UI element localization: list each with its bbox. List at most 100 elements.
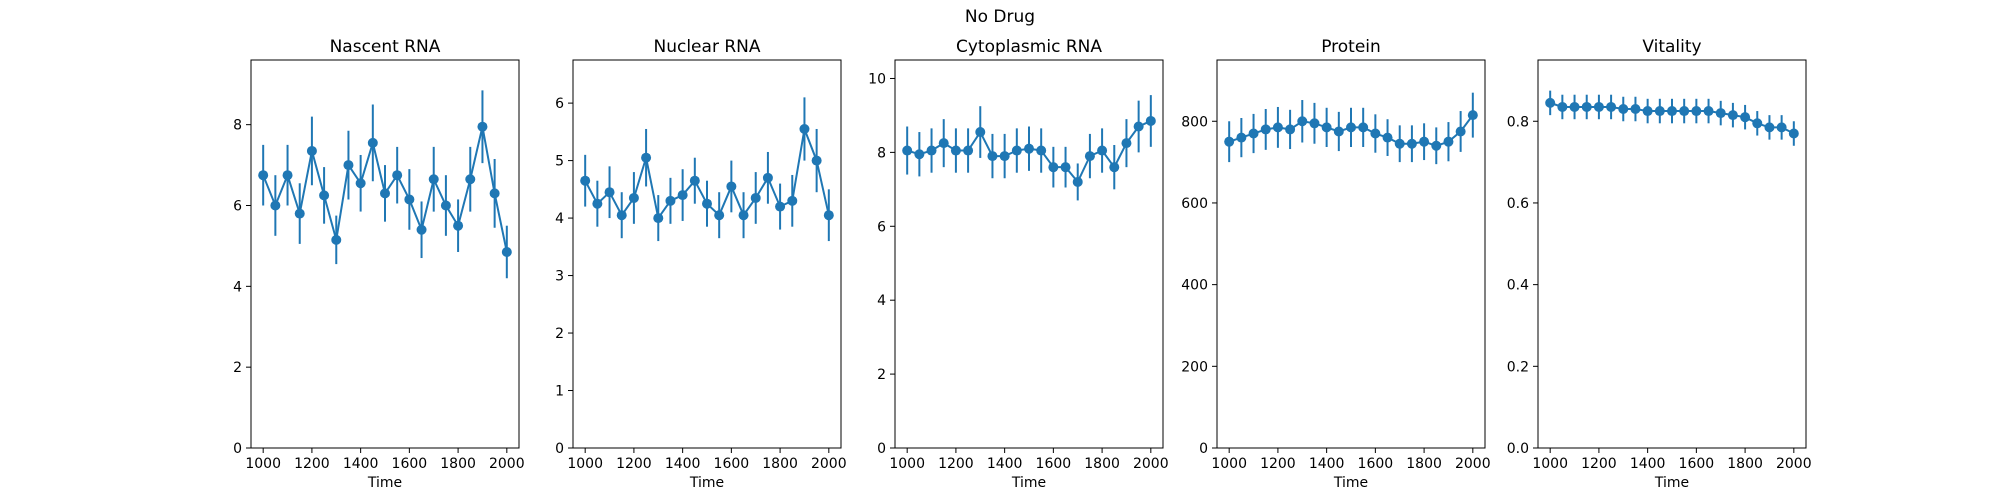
data-point — [1224, 137, 1234, 147]
data-point — [1322, 122, 1332, 132]
data-point — [787, 196, 797, 206]
data-point — [380, 188, 390, 198]
subplot-2: Nuclear RNA 1000 1200 1400 1600 1800 2000 0 1 2 3 4… — [555, 37, 847, 491]
axes-frame — [251, 60, 519, 448]
data-point — [1557, 102, 1567, 112]
data-point — [1655, 106, 1665, 116]
data-series — [258, 90, 512, 278]
data-point — [951, 146, 961, 156]
data-point — [1370, 129, 1380, 139]
y-tick-label: 3 — [555, 269, 564, 285]
data-point — [1395, 139, 1405, 149]
data-point — [1740, 112, 1750, 122]
data-point — [283, 170, 293, 180]
data-point — [1456, 126, 1466, 136]
x-axis-label: Time — [689, 475, 724, 491]
subplot-title: Cytoplasmic RNA — [956, 37, 1102, 57]
x-tick-label: 1000 — [567, 456, 603, 472]
figure-title: No Drug — [965, 7, 1035, 27]
data-point — [477, 122, 487, 132]
x-tick-label: 1600 — [392, 456, 428, 472]
data-point — [343, 160, 353, 170]
data-point — [799, 124, 809, 134]
data-point — [1146, 116, 1156, 126]
x-tick-label: 1200 — [294, 456, 330, 472]
data-point — [1606, 102, 1616, 112]
x-tick-label: 1400 — [987, 456, 1023, 472]
x-tick-label: 1000 — [889, 456, 925, 472]
data-point — [1358, 122, 1368, 132]
data-point — [1134, 122, 1144, 132]
y-tick-label: 0.8 — [1507, 114, 1529, 130]
data-point — [1261, 124, 1271, 134]
x-axis-label: Time — [1654, 475, 1689, 491]
data-point — [368, 138, 378, 148]
data-point — [1073, 177, 1083, 187]
data-point — [1618, 104, 1628, 114]
data-point — [617, 210, 627, 220]
y-tick-label: 400 — [1181, 278, 1208, 294]
data-point — [356, 178, 366, 188]
data-point — [392, 170, 402, 180]
data-point — [1764, 122, 1774, 132]
data-point — [653, 213, 663, 223]
data-point — [1594, 102, 1604, 112]
y-tick-label: 6 — [877, 219, 886, 235]
data-series — [1224, 93, 1478, 164]
data-point — [914, 149, 924, 159]
x-tick-label: 2000 — [1776, 456, 1812, 472]
y-tick-label: 5 — [555, 154, 564, 170]
y-tick-label: 1 — [555, 384, 564, 400]
y-tick-label: 6 — [233, 199, 242, 215]
data-point — [1777, 122, 1787, 132]
data-point — [1285, 124, 1295, 134]
subplot-4: Protein1000 1200 1400 1600 1800 2000020040060… — [1181, 37, 1490, 491]
subplot-title: Protein — [1321, 37, 1381, 57]
y-tick-label: 800 — [1181, 114, 1208, 130]
data-point — [987, 151, 997, 161]
data-point — [963, 146, 973, 156]
data-point — [751, 193, 761, 203]
data-point — [1012, 146, 1022, 156]
data-point — [975, 127, 985, 137]
data-point — [1630, 104, 1640, 114]
y-tick-label: 4 — [233, 279, 242, 295]
data-point — [690, 176, 700, 186]
data-point — [1085, 151, 1095, 161]
data-point — [726, 181, 736, 191]
data-point — [1048, 162, 1058, 172]
data-point — [465, 174, 475, 184]
subplot-5: Vitality1000 1200 1400 1600 1800 20000.00.20.… — [1507, 37, 1812, 491]
data-point — [258, 170, 268, 180]
y-tick-label: 8 — [877, 145, 886, 161]
x-tick-label: 1200 — [1581, 456, 1617, 472]
data-point — [319, 190, 329, 200]
x-axis-label: Time — [367, 475, 402, 491]
x-tick-label: 2000 — [489, 456, 525, 472]
data-point — [404, 194, 414, 204]
data-point — [1273, 122, 1283, 132]
data-point — [939, 138, 949, 148]
x-tick-label: 1000 — [1211, 456, 1247, 472]
data-point — [1346, 122, 1356, 132]
data-point — [1789, 129, 1799, 139]
y-tick-label: 8 — [233, 118, 242, 134]
data-series — [1545, 91, 1799, 146]
data-point — [1061, 162, 1071, 172]
subplot-3: Cytoplasmic RNA 1000 1200 1400 1600 1800 2000 0… — [868, 37, 1168, 491]
data-point — [1752, 118, 1762, 128]
subplot-1: Nascent RNA 1000 1200 1400 1600 1800 2000 0 2 4 6 8… — [233, 37, 525, 491]
data-point — [1704, 106, 1714, 116]
data-point — [580, 176, 590, 186]
data-point — [453, 221, 463, 231]
x-tick-label: 1800 — [762, 456, 798, 472]
data-point — [902, 146, 912, 156]
data-point — [429, 174, 439, 184]
data-point — [1431, 141, 1441, 151]
data-point — [1443, 137, 1453, 147]
data-point — [927, 146, 937, 156]
x-axis-label: Time — [1011, 475, 1046, 491]
y-tick-label: 2 — [233, 360, 242, 376]
x-tick-label: 2000 — [1455, 456, 1491, 472]
